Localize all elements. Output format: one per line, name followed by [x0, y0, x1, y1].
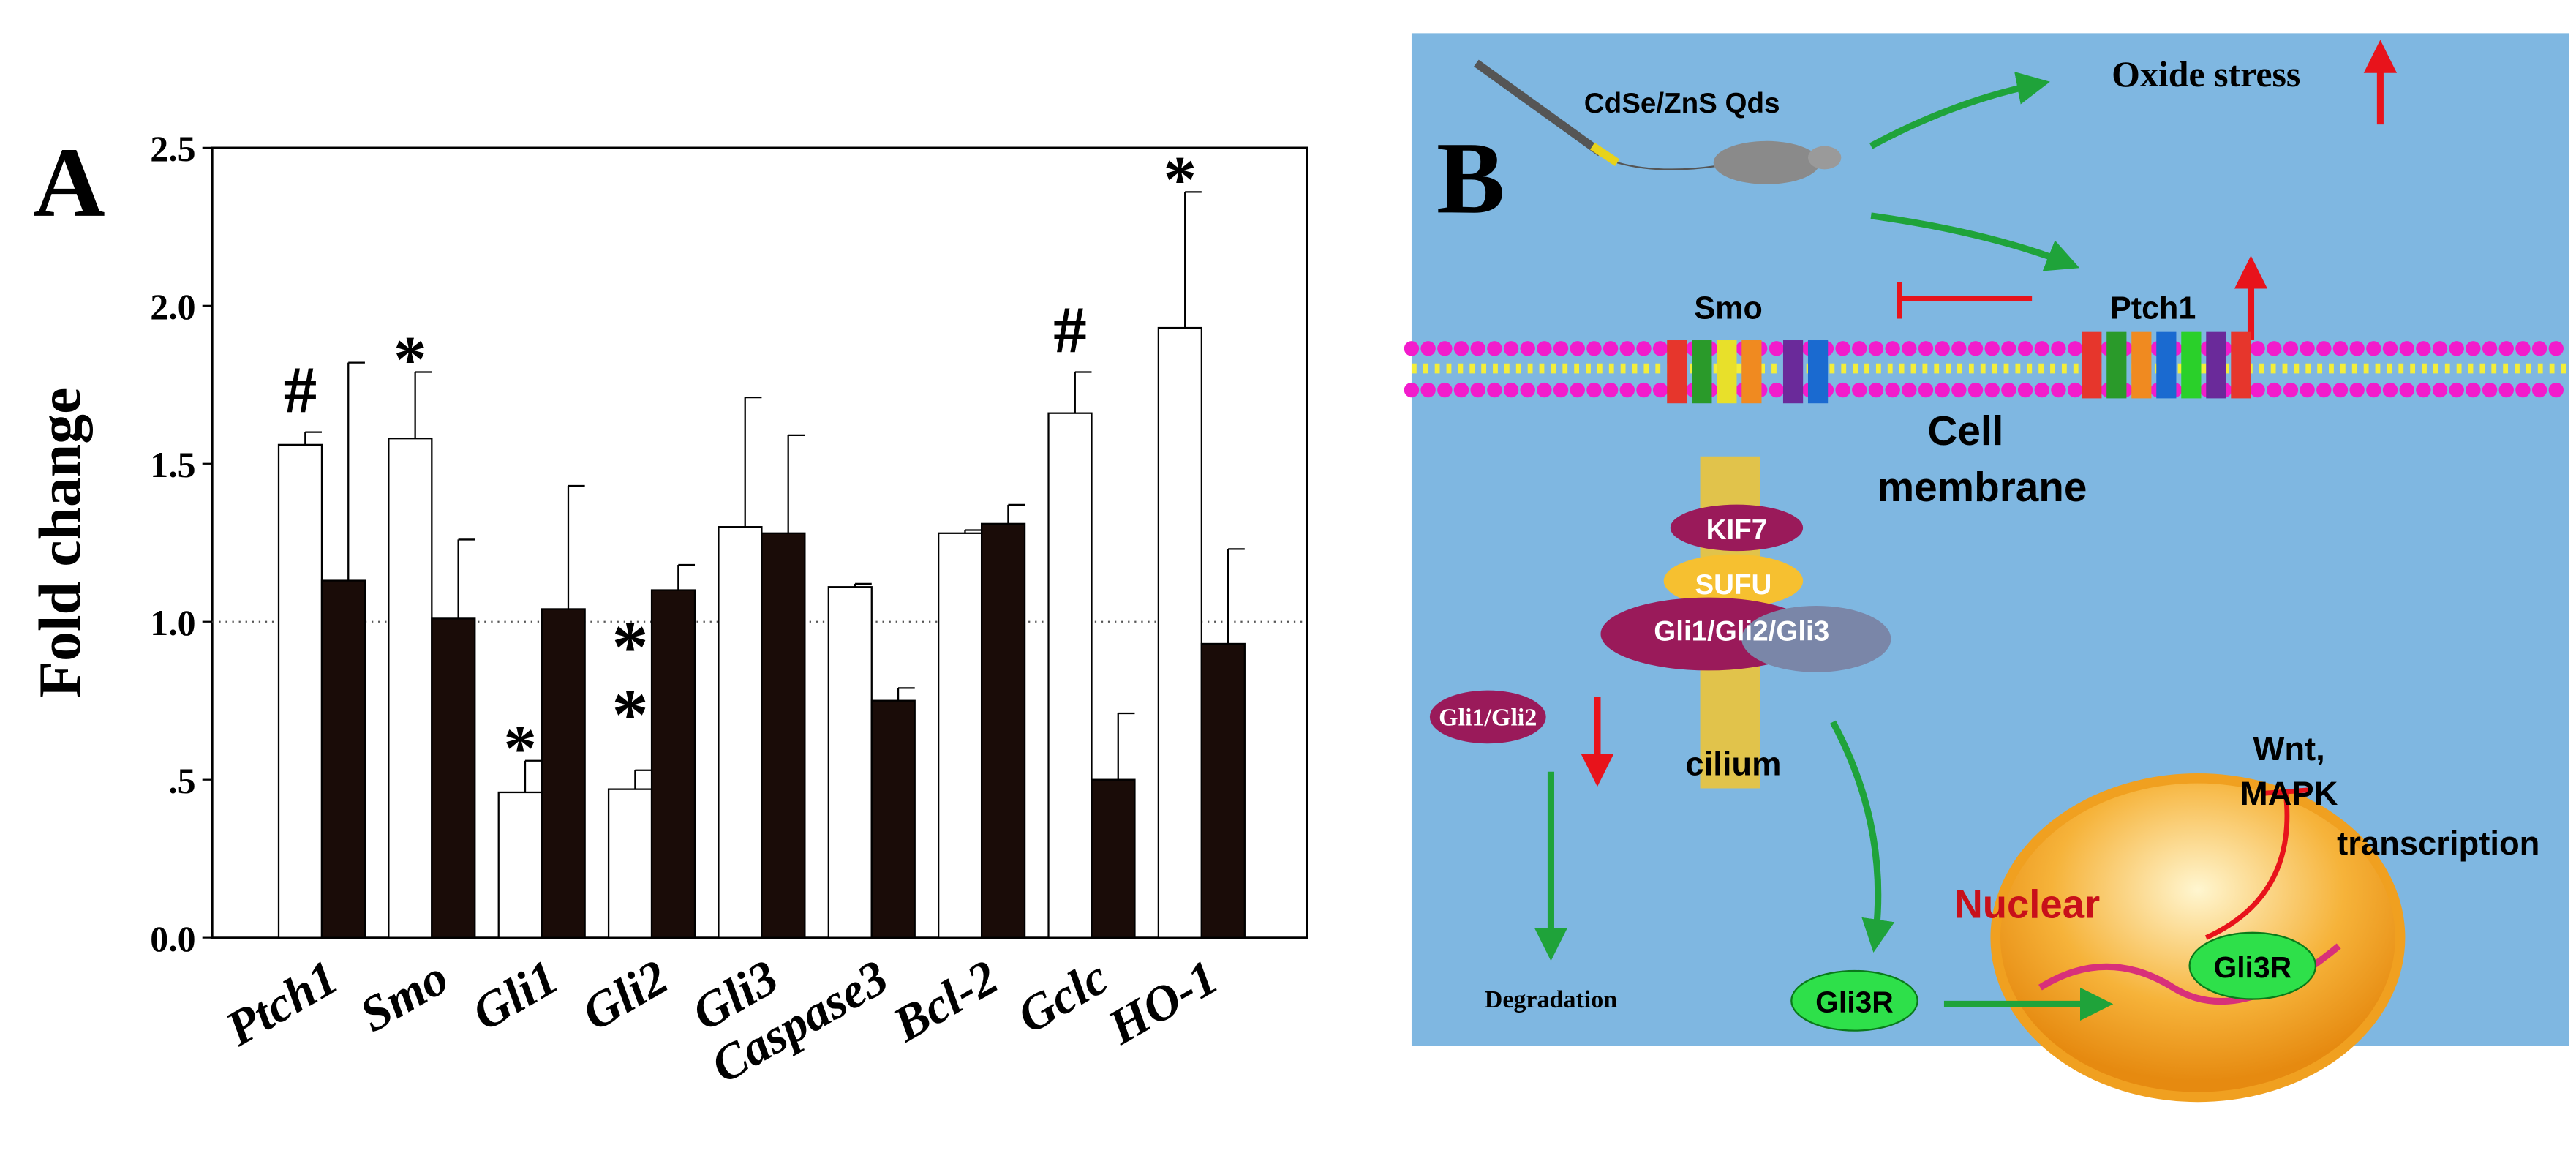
bar	[650, 589, 696, 939]
significance-marker: #	[284, 353, 317, 427]
gli	[1741, 605, 1891, 672]
arrow	[1869, 72, 2050, 149]
label: cilium	[1685, 745, 1781, 782]
label: Degradation	[1485, 986, 1617, 1013]
bar	[1091, 778, 1136, 939]
x-tick-label: HO-1	[1098, 949, 1227, 1056]
label: Oxide stress	[2112, 54, 2300, 94]
label: Ptch1	[2110, 291, 2196, 326]
diagram: B CdSe/ZnS Qds Oxide stress Smo Ptch1 Ce…	[1404, 33, 2576, 1103]
x-tick-label: Ptch1	[216, 949, 347, 1057]
y-tick-label: .5	[168, 761, 195, 801]
label: Cell	[1927, 408, 2003, 454]
bar	[1200, 642, 1246, 939]
bar	[388, 438, 433, 939]
x-tick-label: Smo	[350, 949, 457, 1043]
bar	[320, 579, 366, 939]
bar	[938, 532, 983, 939]
kif7	[1670, 504, 1804, 552]
gli3r	[1790, 969, 1918, 1032]
ptch1-channel	[2082, 331, 2251, 399]
arrow	[1830, 720, 1895, 953]
label: Wnt,	[2253, 730, 2325, 767]
significance-marker: #	[1053, 293, 1086, 367]
y-tick-label: 0.0	[150, 919, 195, 959]
sufu	[1663, 554, 1804, 608]
label: transcription	[2337, 825, 2539, 862]
bar	[1047, 412, 1093, 939]
significance-marker: *	[504, 711, 537, 785]
gli12	[1429, 690, 1546, 744]
syringe	[1474, 59, 1603, 157]
panel-label: B	[1436, 121, 1505, 235]
label: Smo	[1694, 291, 1762, 326]
label: Gli3R	[1815, 986, 1894, 1019]
label: MAPK	[2240, 775, 2338, 812]
label: membrane	[1878, 465, 2087, 511]
label: CdSe/ZnS Qds	[1584, 88, 1780, 119]
bar	[718, 526, 763, 939]
bar	[827, 586, 873, 939]
tail	[1616, 162, 1717, 170]
significance-marker: *	[1164, 143, 1197, 217]
panel-label: A	[33, 128, 105, 238]
x-tick-label: Gli1	[463, 949, 568, 1041]
bar	[980, 522, 1026, 939]
x-tick-label: Gclc	[1008, 949, 1117, 1044]
arrow	[1870, 212, 2080, 271]
mouse-head	[1807, 146, 1842, 170]
y-tick-label: 1.5	[150, 445, 195, 485]
label: Gli1/Gli2/Gli3	[1654, 616, 1829, 647]
bar-chart: A Fold change 0.0 .5 1.0 1.5 2.0 2.5 # Ptch1 * Sm…	[26, 128, 1308, 1094]
y-tick-label: 2.5	[150, 129, 195, 169]
x-tick-label: Bcl-2	[883, 949, 1007, 1053]
label: Gli1/Gli2	[1439, 704, 1537, 731]
bar	[277, 443, 323, 939]
bar	[541, 608, 586, 939]
label: KIF7	[1706, 514, 1768, 546]
smo-channel	[1667, 340, 1829, 404]
inhibition	[2204, 792, 2290, 940]
bar	[497, 791, 543, 939]
y-axis-label: Fold change	[26, 388, 93, 698]
significance-marker: **	[590, 606, 671, 742]
mouse	[1713, 140, 1820, 184]
label: Gli3R	[2213, 950, 2291, 984]
inhibition-bar	[2264, 787, 2310, 796]
y-tick-label: 1.0	[150, 603, 195, 643]
label: Nuclear	[1954, 882, 2101, 926]
label: SUFU	[1695, 569, 1771, 601]
y-tick-label: 2.0	[150, 287, 195, 327]
bar	[431, 617, 476, 939]
significance-marker: *	[393, 323, 426, 397]
bar	[607, 788, 653, 939]
bar	[761, 532, 806, 939]
bar	[870, 699, 916, 939]
gli3r	[2188, 931, 2317, 1000]
x-tick-label: Gli2	[573, 949, 677, 1041]
syringe-tip	[1590, 142, 1620, 167]
bar	[1157, 326, 1202, 939]
